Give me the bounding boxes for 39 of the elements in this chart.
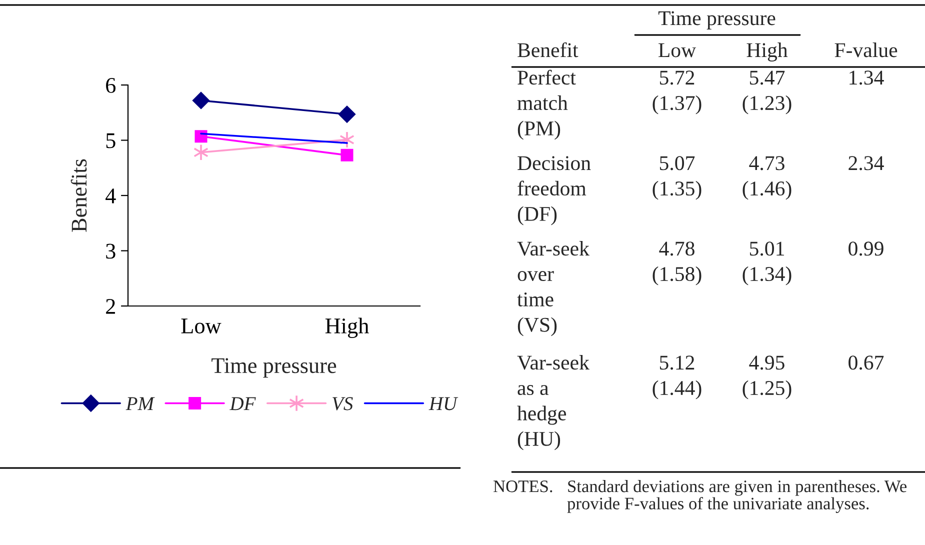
text: Var-seek over time (VS) xyxy=(517,241,590,336)
legend-label: HU xyxy=(428,397,458,410)
y-tick-label: 2 xyxy=(106,298,115,314)
text: 5.72 (1.37) xyxy=(652,70,702,114)
text: 5.01 (1.34) xyxy=(742,242,792,286)
point xyxy=(193,144,209,161)
x-axis-title: Time pressure xyxy=(212,358,336,378)
text: Standard deviations are given in parentheses. We provide F-values of the univariate analyses. xyxy=(567,480,907,513)
text: 0.67 xyxy=(848,356,884,370)
text: 0.99 xyxy=(848,242,884,256)
y-tick-label: 6 xyxy=(106,78,116,93)
text: Time pressure xyxy=(658,11,776,30)
text: Low xyxy=(658,43,696,58)
text: 2.34 xyxy=(848,156,884,170)
legend-label: PM xyxy=(126,397,155,410)
text: Decision freedom (DF) xyxy=(518,156,591,226)
legend-label: VS xyxy=(332,397,353,410)
point xyxy=(340,148,354,162)
text: NOTES. xyxy=(494,480,552,492)
point xyxy=(338,106,356,123)
legend-label: DF xyxy=(230,397,256,410)
point xyxy=(194,130,208,143)
y-axis-title: Benefits xyxy=(70,159,87,232)
text: 4.95 (1.25) xyxy=(742,356,792,400)
y-tick-label: 5 xyxy=(106,133,116,148)
y-tick-label: 3 xyxy=(106,244,116,259)
y-tick-label: 4 xyxy=(106,188,116,204)
text: 1.34 xyxy=(850,70,884,85)
text: Benefit xyxy=(518,42,578,58)
text: Perfect match (PM) xyxy=(517,70,576,140)
text: 4.78 (1.58) xyxy=(652,242,702,286)
text: F-value xyxy=(834,42,898,58)
text: High xyxy=(746,42,788,62)
text: 4.73 (1.46) xyxy=(742,156,792,200)
point xyxy=(192,92,210,110)
text: 5.12 (1.44) xyxy=(652,356,702,400)
text: 5.07 (1.35) xyxy=(652,156,702,200)
text: 5.47 (1.23) xyxy=(742,70,792,114)
text: Var-seek as a hedge (HU) xyxy=(517,355,590,450)
